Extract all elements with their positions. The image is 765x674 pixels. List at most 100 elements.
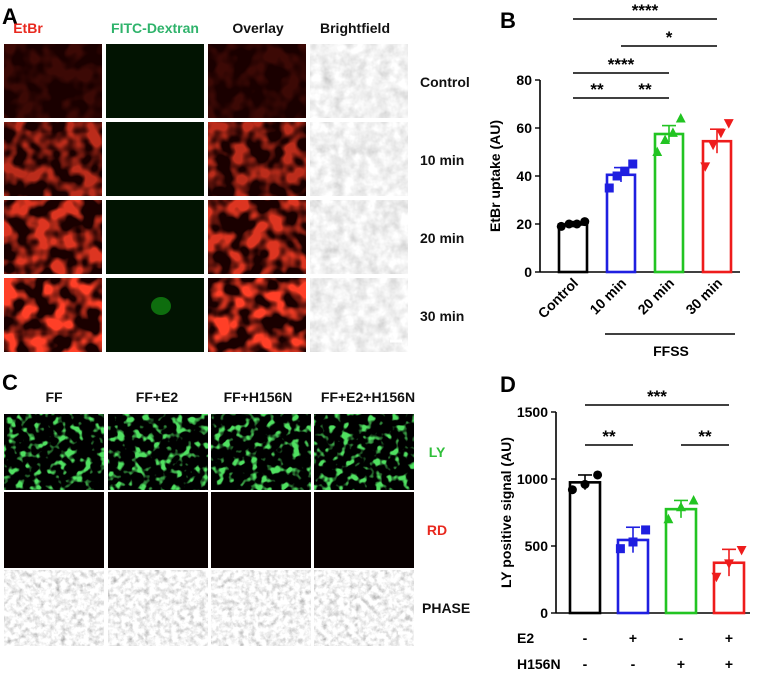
panel-c-row-label: RD xyxy=(427,522,447,538)
bar xyxy=(664,507,698,615)
fitc-image xyxy=(106,200,204,274)
bar xyxy=(701,139,733,274)
panel-a-column-label: Brightfield xyxy=(320,20,390,36)
ly-signal xyxy=(314,414,414,490)
panel-c-row-label: LY xyxy=(429,444,446,460)
y-tick-label: 60 xyxy=(516,120,532,136)
panel-a-row-label: 10 min xyxy=(420,152,464,168)
overlay-signal xyxy=(208,278,306,352)
y-axis-label: LY positive signal (AU) xyxy=(498,437,514,588)
panel-c-column-label: FF xyxy=(45,389,63,405)
phase-image xyxy=(4,570,104,646)
data-point xyxy=(700,162,711,172)
phase-image xyxy=(108,570,208,646)
ly-signal xyxy=(4,414,104,490)
group-label: FFSS xyxy=(653,343,689,359)
fitc-signal xyxy=(151,297,171,315)
data-point xyxy=(660,134,671,145)
panel-c-letter: C xyxy=(2,370,18,395)
significance-label: **** xyxy=(632,1,659,20)
condition-value: - xyxy=(583,656,588,672)
ly-signal xyxy=(108,414,208,490)
data-point xyxy=(615,544,625,554)
data-point xyxy=(593,470,603,480)
panel-a-row-label: 20 min xyxy=(420,230,464,246)
x-tick-label: 30 min xyxy=(682,275,725,318)
condition-name: E2 xyxy=(517,630,534,646)
brightfield-image xyxy=(310,200,408,274)
condition-value: - xyxy=(679,630,684,646)
significance-label: ** xyxy=(698,427,712,446)
brightfield-image xyxy=(310,44,408,118)
panel-a-column-label: FITC-Dextran xyxy=(111,20,199,36)
y-tick-label: 1500 xyxy=(517,404,548,420)
data-point xyxy=(580,479,590,489)
condition-value: + xyxy=(725,630,733,646)
condition-value: + xyxy=(725,656,733,672)
data-point xyxy=(676,501,686,512)
data-point xyxy=(556,221,566,231)
data-point xyxy=(663,513,674,524)
rd-image xyxy=(4,492,104,568)
overlay-signal xyxy=(208,200,306,274)
data-point xyxy=(564,219,574,229)
ly-signal xyxy=(211,414,311,490)
data-point xyxy=(612,171,622,181)
significance-label: ** xyxy=(602,427,616,446)
panel-c-row-label: PHASE xyxy=(422,600,470,616)
rd-image xyxy=(314,492,414,568)
significance-label: ** xyxy=(638,80,652,99)
panel-c-column-label: FF+H156N xyxy=(224,389,293,405)
y-axis-label: EtBr uptake (AU) xyxy=(487,120,503,232)
significance-label: ** xyxy=(590,80,604,99)
y-tick-label: 20 xyxy=(516,216,532,232)
panel-b: B 0 20 40 60 80 EtBr uptake (AU) Control 10 min 2… xyxy=(487,1,740,359)
panel-letter: D xyxy=(500,372,516,397)
condition-value: - xyxy=(583,630,588,646)
x-tick-label: 20 min xyxy=(634,275,677,318)
significance-label: * xyxy=(666,28,673,47)
phase-image xyxy=(314,570,414,646)
fitc-image xyxy=(106,122,204,196)
panel-c: C FF FF+E2 FF+H156N FF+E2+H156N LY RD PHASE xyxy=(2,370,470,646)
data-point xyxy=(580,217,590,227)
etbr-signal xyxy=(4,44,102,118)
fitc-image xyxy=(106,44,204,118)
rd-image xyxy=(108,492,208,568)
condition-value: + xyxy=(677,656,685,672)
data-point xyxy=(688,495,699,505)
data-point xyxy=(667,127,678,137)
panel-c-column-label: FF+E2+H156N xyxy=(321,389,415,405)
panel-letter: B xyxy=(500,8,516,33)
data-point xyxy=(620,166,630,176)
fitc-image xyxy=(106,278,204,352)
data-point xyxy=(652,146,663,157)
x-tick-label: 10 min xyxy=(586,275,629,318)
data-point xyxy=(567,485,577,495)
data-point xyxy=(723,119,734,129)
etbr-signal xyxy=(4,200,102,274)
condition-value: + xyxy=(629,630,637,646)
significance-label: **** xyxy=(608,55,635,74)
x-tick-label: Control xyxy=(535,275,582,322)
panel-a-letter: A xyxy=(2,4,18,29)
data-point xyxy=(675,113,686,123)
y-tick-label: 0 xyxy=(524,264,532,280)
data-point xyxy=(711,572,722,583)
data-point xyxy=(736,545,747,556)
overlay-signal xyxy=(208,44,306,118)
y-tick-label: 0 xyxy=(540,605,548,621)
panel-a-row-label: 30 min xyxy=(420,308,464,324)
data-point xyxy=(641,525,651,535)
data-point xyxy=(628,159,638,169)
data-point xyxy=(724,559,734,569)
brightfield-image xyxy=(310,122,408,196)
etbr-signal xyxy=(4,122,102,196)
panel-a-column-label: EtBr xyxy=(13,20,43,36)
bar xyxy=(568,481,602,615)
panel-a-column-label: Overlay xyxy=(232,20,284,36)
panel-a-row-label: Control xyxy=(420,74,470,90)
data-point xyxy=(628,537,638,547)
